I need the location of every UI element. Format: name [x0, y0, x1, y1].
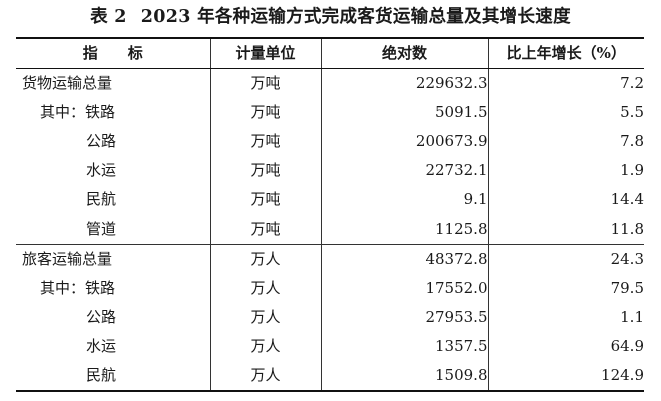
table-header-row: 指 标 计量单位 绝对数 比上年增长（%）: [16, 37, 644, 70]
table-title-text: 2023 年各种运输方式完成客货运输总量及其增长速度: [140, 7, 571, 27]
row-value: 229632.3: [320, 68, 489, 99]
header-absolute: 绝对数: [320, 37, 489, 70]
row-unit: 万人: [209, 331, 322, 362]
table-row: 货物运输总量 万吨 229632.3 7.2: [16, 68, 644, 99]
row-value: 17552.0: [320, 273, 489, 303]
row-value: 200673.9: [320, 127, 489, 157]
row-unit: 万吨: [209, 68, 322, 99]
row-indicator: 其中：铁路: [16, 273, 211, 303]
row-unit: 万人: [209, 273, 322, 303]
row-value: 1357.5: [320, 331, 489, 362]
row-growth: 7.8: [487, 127, 644, 157]
table-row: 水运 万吨 22732.1 1.9: [16, 156, 644, 186]
table-row: 民航 万人 1509.8 124.9: [16, 361, 644, 393]
row-growth: 24.3: [487, 243, 644, 274]
header-unit: 计量单位: [209, 37, 322, 70]
row-indicator: 水运: [16, 156, 211, 186]
row-growth: 1.9: [487, 156, 644, 186]
row-indicator: 水运: [16, 331, 211, 362]
table-number: 表 2: [90, 7, 127, 27]
row-unit: 万人: [209, 361, 322, 393]
row-growth: 7.2: [487, 68, 644, 99]
header-indicator: 指 标: [16, 37, 211, 70]
row-indicator: 其中：铁路: [16, 98, 211, 128]
row-indicator: 公路: [16, 302, 211, 332]
table-row: 旅客运输总量 万人 48372.8 24.3: [16, 243, 644, 274]
row-value: 27953.5: [320, 302, 489, 332]
header-growth: 比上年增长（%）: [487, 37, 644, 70]
row-indicator: 管道: [16, 214, 211, 245]
row-unit: 万吨: [209, 156, 322, 186]
row-unit: 万吨: [209, 214, 322, 245]
row-growth: 79.5: [487, 273, 644, 303]
row-growth: 64.9: [487, 331, 644, 362]
row-unit: 万人: [209, 302, 322, 332]
row-value: 1125.8: [320, 214, 489, 245]
table-title: 表 2 2023 年各种运输方式完成客货运输总量及其增长速度: [0, 2, 661, 32]
row-unit: 万吨: [209, 127, 322, 157]
table-row: 其中：铁路 万人 17552.0 79.5: [16, 273, 644, 303]
row-unit: 万人: [209, 243, 322, 274]
row-value: 48372.8: [320, 243, 489, 274]
row-growth: 1.1: [487, 302, 644, 332]
row-growth: 14.4: [487, 185, 644, 215]
row-value: 22732.1: [320, 156, 489, 186]
table-row: 管道 万吨 1125.8 11.8: [16, 214, 644, 245]
row-growth: 11.8: [487, 214, 644, 245]
row-unit: 万吨: [209, 185, 322, 215]
table-row: 民航 万吨 9.1 14.4: [16, 185, 644, 215]
row-value: 5091.5: [320, 98, 489, 128]
row-unit: 万吨: [209, 98, 322, 128]
row-growth: 5.5: [487, 98, 644, 128]
row-indicator: 公路: [16, 127, 211, 157]
table-row: 其中：铁路 万吨 5091.5 5.5: [16, 98, 644, 128]
transport-volume-table: 指 标 计量单位 绝对数 比上年增长（%） 货物运输总量 万吨 229632.3…: [16, 37, 644, 393]
row-indicator: 民航: [16, 185, 211, 215]
row-value: 1509.8: [320, 361, 489, 393]
row-indicator: 货物运输总量: [16, 68, 211, 99]
row-growth: 124.9: [487, 361, 644, 393]
row-indicator: 民航: [16, 361, 211, 393]
table-row: 公路 万人 27953.5 1.1: [16, 302, 644, 332]
row-indicator: 旅客运输总量: [16, 243, 211, 274]
table-row: 水运 万人 1357.5 64.9: [16, 331, 644, 362]
table-row: 公路 万吨 200673.9 7.8: [16, 127, 644, 157]
row-value: 9.1: [320, 185, 489, 215]
